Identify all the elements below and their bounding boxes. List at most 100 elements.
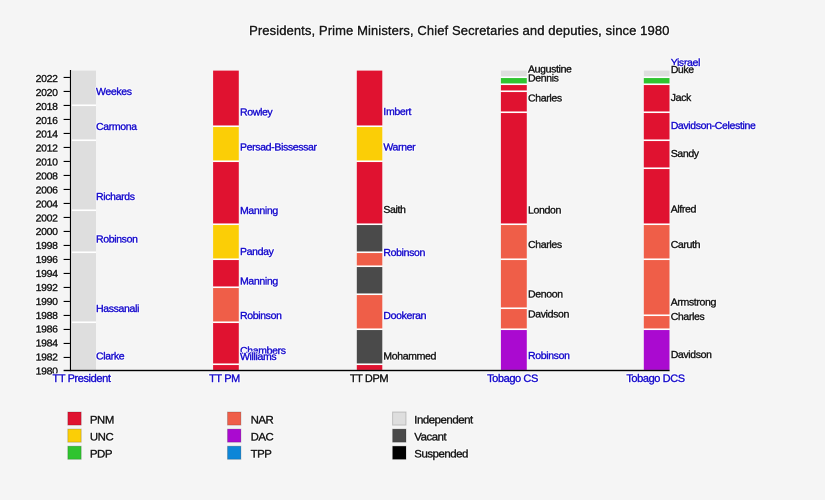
svg-text:Robinson: Robinson <box>528 350 570 362</box>
svg-text:1988: 1988 <box>36 310 58 322</box>
svg-text:1998: 1998 <box>36 240 58 252</box>
svg-text:Armstrong: Armstrong <box>671 297 717 309</box>
svg-text:2010: 2010 <box>36 157 58 169</box>
svg-text:Armstrong: Armstrong <box>671 297 717 309</box>
svg-text:2002: 2002 <box>36 212 58 224</box>
svg-text:1986: 1986 <box>36 324 58 336</box>
svg-text:PNM: PNM <box>90 414 114 426</box>
svg-text:Dennis: Dennis <box>528 73 559 85</box>
svg-text:Tobago CS: Tobago CS <box>487 373 538 385</box>
svg-text:Manning: Manning <box>240 275 278 287</box>
svg-text:Imbert: Imbert <box>383 106 411 118</box>
svg-text:Tobago DCS: Tobago DCS <box>626 373 684 385</box>
svg-text:1992: 1992 <box>36 282 58 294</box>
svg-text:UNC: UNC <box>90 432 114 444</box>
svg-text:Sandy: Sandy <box>671 148 700 160</box>
svg-text:Augustine: Augustine <box>528 64 572 76</box>
svg-text:2020: 2020 <box>36 87 58 99</box>
svg-text:Alfred: Alfred <box>671 203 697 215</box>
svg-text:Caruth: Caruth <box>671 239 701 251</box>
svg-text:Tobago DCS: Tobago DCS <box>626 373 684 385</box>
svg-text:2006: 2006 <box>36 184 58 196</box>
svg-text:Imbert: Imbert <box>383 106 411 118</box>
svg-text:Dookeran: Dookeran <box>383 310 426 322</box>
svg-text:Sandy: Sandy <box>671 148 700 160</box>
svg-text:Davidson: Davidson <box>528 309 569 321</box>
svg-text:Davidson-Celestine: Davidson-Celestine <box>671 120 756 132</box>
svg-text:2014: 2014 <box>36 129 58 141</box>
svg-text:2006: 2006 <box>36 184 58 196</box>
svg-text:Presidents, Prime Ministers, C: Presidents, Prime Ministers, Chief Secre… <box>249 23 669 38</box>
svg-text:Jack: Jack <box>671 92 692 104</box>
svg-text:Mohammed: Mohammed <box>383 351 436 363</box>
svg-text:Chambers: Chambers <box>240 345 286 357</box>
svg-text:Robinson: Robinson <box>383 247 425 259</box>
svg-text:Davidson-Celestine: Davidson-Celestine <box>671 120 756 132</box>
svg-text:Weekes: Weekes <box>96 86 132 98</box>
svg-text:Manning: Manning <box>240 205 278 217</box>
svg-text:2012: 2012 <box>36 143 58 155</box>
svg-text:1994: 1994 <box>36 268 58 280</box>
svg-text:2018: 2018 <box>36 101 58 113</box>
svg-text:TPP: TPP <box>251 449 272 461</box>
svg-text:Robinson: Robinson <box>96 233 138 245</box>
svg-text:Tobago CS: Tobago CS <box>487 373 538 385</box>
svg-text:1988: 1988 <box>36 310 58 322</box>
svg-text:Duke: Duke <box>671 64 695 76</box>
svg-text:2018: 2018 <box>36 101 58 113</box>
svg-text:Saith: Saith <box>383 204 406 216</box>
svg-text:Dookeran: Dookeran <box>383 310 426 322</box>
svg-text:2004: 2004 <box>36 198 58 210</box>
svg-text:UNC: UNC <box>90 432 114 444</box>
svg-text:TT DPM: TT DPM <box>350 373 389 385</box>
svg-text:Manning: Manning <box>240 275 278 287</box>
svg-text:2010: 2010 <box>36 157 58 169</box>
svg-text:Chambers: Chambers <box>240 345 286 357</box>
svg-text:Panday: Panday <box>240 246 275 258</box>
svg-text:1990: 1990 <box>36 296 58 308</box>
svg-text:Williams: Williams <box>240 351 276 363</box>
svg-text:Denoon: Denoon <box>528 288 563 300</box>
svg-text:1982: 1982 <box>36 352 58 364</box>
svg-text:1984: 1984 <box>36 338 58 350</box>
svg-text:Charles: Charles <box>528 239 562 251</box>
svg-text:Charles: Charles <box>528 93 562 105</box>
svg-text:London: London <box>528 204 561 216</box>
svg-text:DAC: DAC <box>251 432 274 444</box>
svg-text:1994: 1994 <box>36 268 58 280</box>
svg-text:Suspended: Suspended <box>414 449 468 461</box>
svg-text:TT President: TT President <box>53 373 111 385</box>
svg-text:Independent: Independent <box>414 414 474 426</box>
svg-text:Persad-Bissessar: Persad-Bissessar <box>240 142 318 154</box>
svg-text:2008: 2008 <box>36 171 58 183</box>
svg-text:TT DPM: TT DPM <box>350 373 389 385</box>
svg-text:1996: 1996 <box>36 254 58 266</box>
svg-text:Davidson: Davidson <box>671 349 712 361</box>
svg-text:1996: 1996 <box>36 254 58 266</box>
svg-text:PDP: PDP <box>90 449 112 461</box>
svg-text:Persad-Bissessar: Persad-Bissessar <box>240 142 318 154</box>
svg-text:TT PM: TT PM <box>209 373 240 385</box>
svg-text:Robinson: Robinson <box>383 247 425 259</box>
svg-text:1986: 1986 <box>36 324 58 336</box>
svg-text:2004: 2004 <box>36 198 58 210</box>
svg-text:2002: 2002 <box>36 212 58 224</box>
svg-text:2022: 2022 <box>36 73 58 85</box>
svg-text:1992: 1992 <box>36 282 58 294</box>
svg-text:Yisrael: Yisrael <box>671 57 700 69</box>
svg-text:Robinson: Robinson <box>528 350 570 362</box>
svg-text:2020: 2020 <box>36 87 58 99</box>
svg-text:Williams: Williams <box>240 351 276 363</box>
svg-text:TT PM: TT PM <box>209 373 240 385</box>
svg-text:PDP: PDP <box>90 449 112 461</box>
svg-text:Caruth: Caruth <box>671 239 701 251</box>
svg-text:Suspended: Suspended <box>414 449 468 461</box>
svg-text:Manning: Manning <box>240 205 278 217</box>
svg-text:NAR: NAR <box>251 414 274 426</box>
svg-text:Charles: Charles <box>671 311 705 323</box>
svg-text:Jack: Jack <box>671 92 692 104</box>
svg-text:Robinson: Robinson <box>96 233 138 245</box>
svg-text:2012: 2012 <box>36 143 58 155</box>
svg-text:Warner: Warner <box>383 142 416 154</box>
svg-text:Saith: Saith <box>383 204 406 216</box>
